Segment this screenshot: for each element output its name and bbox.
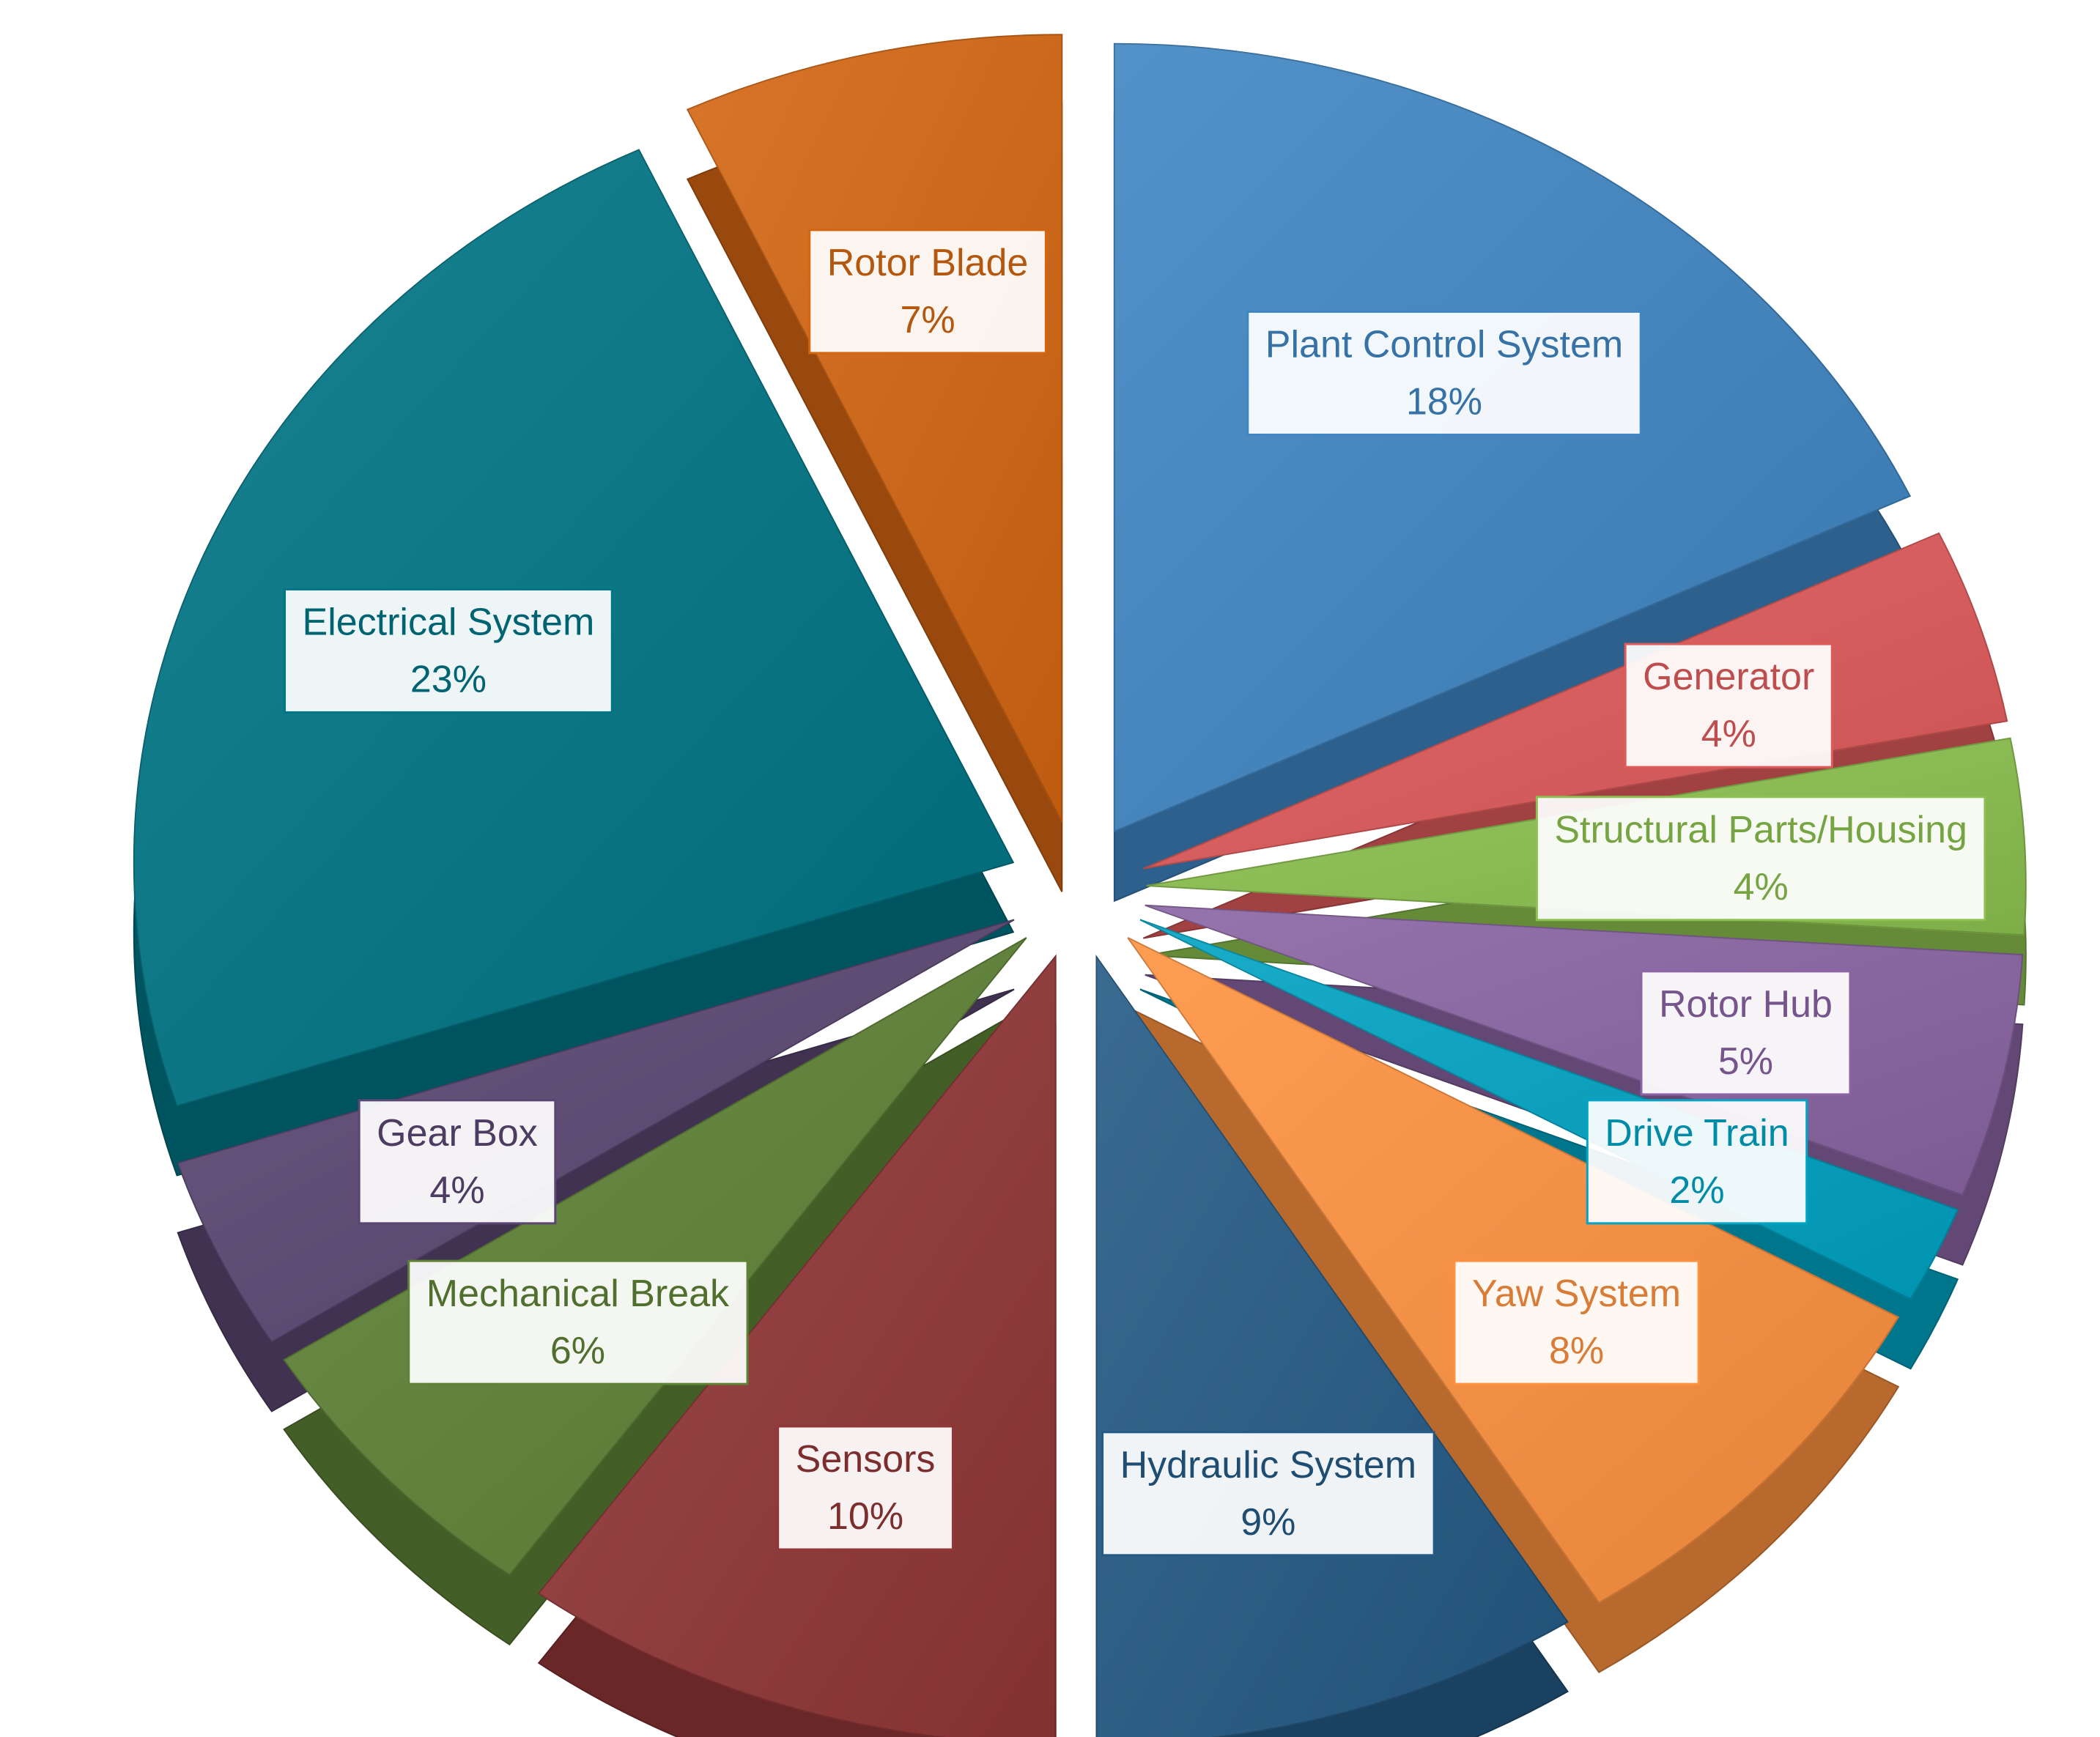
data-label-box (1624, 642, 1833, 768)
data-label-drive-train: Drive Train 2% (1586, 1099, 1808, 1225)
data-label-yaw-system: Yaw System 8% (1453, 1259, 1700, 1385)
data-label-percent: 18% (1406, 380, 1482, 423)
data-label-category: Structural Parts/Housing (1554, 809, 1967, 851)
data-label-hydraulic-system: Hydraulic System 9% (1101, 1431, 1435, 1557)
data-label-box (1246, 310, 1642, 436)
data-label-plant-control-system: Plant Control System 18% (1246, 310, 1642, 436)
data-label-percent: 4% (1701, 713, 1756, 755)
data-label-box (777, 1425, 954, 1551)
pie-slice-gloss-generator (1143, 533, 2008, 869)
data-label-box (284, 588, 613, 714)
pie-slice-gloss-plant-control-system (1114, 43, 1910, 832)
data-label-rotor-blade: Rotor Blade 7% (808, 229, 1047, 355)
data-label-box (808, 229, 1047, 355)
data-label-category: Mechanical Break (426, 1273, 730, 1315)
data-label-percent: 7% (900, 299, 955, 341)
data-label-rotor-hub: Rotor Hub 5% (1640, 970, 1852, 1096)
data-label-box (1535, 796, 1986, 922)
data-label-percent: 4% (429, 1169, 484, 1212)
data-label-category: Plant Control System (1265, 323, 1623, 366)
data-label-category: Gear Box (377, 1112, 538, 1155)
data-label-percent: 9% (1241, 1501, 1295, 1544)
data-label-box (1101, 1431, 1435, 1557)
data-label-box (358, 1099, 557, 1225)
data-label-electrical-system: Electrical System 23% (284, 588, 613, 714)
data-label-percent: 2% (1669, 1169, 1724, 1212)
data-label-category: Drive Train (1605, 1112, 1789, 1155)
pie-slice-gloss-mechanical-break (284, 938, 1027, 1575)
data-label-gear-box: Gear Box 4% (358, 1099, 557, 1225)
data-label-box (1586, 1099, 1808, 1225)
data-label-mechanical-break: Mechanical Break 6% (407, 1259, 749, 1385)
data-label-box (407, 1259, 749, 1385)
data-label-box (1453, 1259, 1700, 1385)
data-label-category: Rotor Blade (827, 242, 1029, 284)
data-label-category: Generator (1643, 656, 1814, 698)
data-label-category: Electrical System (303, 601, 595, 643)
data-label-category: Sensors (796, 1438, 936, 1481)
pie-slice-gloss-gear-box (177, 919, 1015, 1342)
data-label-percent: 4% (1734, 866, 1789, 908)
data-label-percent: 5% (1718, 1040, 1773, 1083)
data-label-category: Yaw System (1472, 1273, 1681, 1315)
data-label-percent: 10% (827, 1495, 903, 1538)
data-label-sensors: Sensors 10% (777, 1425, 954, 1551)
data-label-generator: Generator 4% (1624, 642, 1833, 768)
data-label-category: Hydraulic System (1120, 1444, 1417, 1486)
data-label-structural-parts-housing: Structural Parts/Housing 4% (1535, 796, 1986, 922)
data-label-box (1640, 970, 1852, 1096)
data-label-percent: 8% (1549, 1330, 1604, 1372)
data-label-percent: 23% (410, 658, 487, 700)
data-label-percent: 6% (550, 1330, 605, 1372)
data-label-category: Rotor Hub (1659, 983, 1833, 1026)
